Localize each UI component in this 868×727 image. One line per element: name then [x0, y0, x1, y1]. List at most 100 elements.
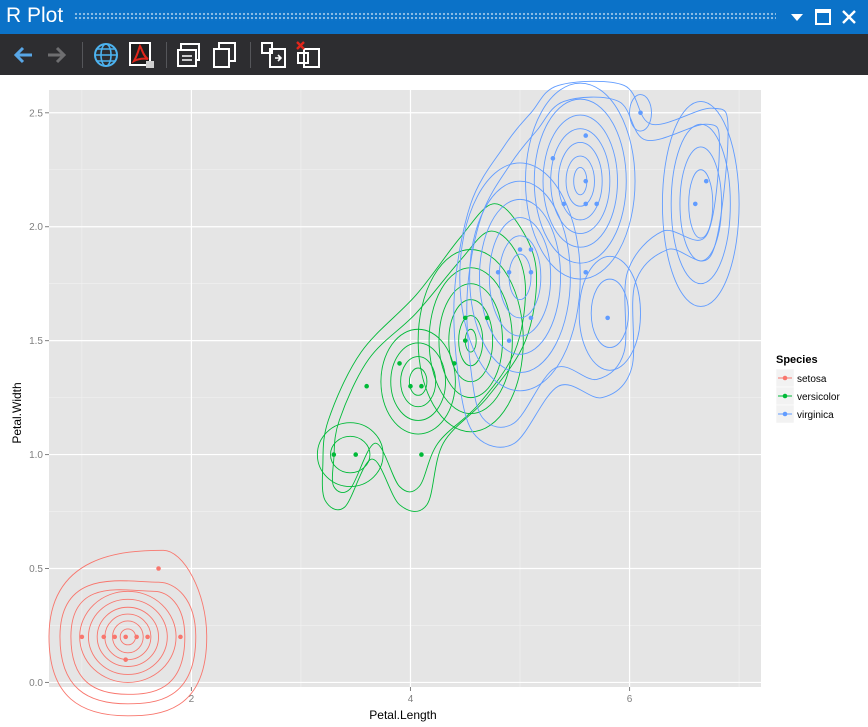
virginica-point — [583, 133, 589, 138]
versicolor-point — [353, 452, 359, 457]
web-browser-icon[interactable] — [91, 40, 121, 70]
virginica-density-contour — [565, 155, 595, 207]
y-tick-label: 1.0 — [29, 450, 43, 461]
major-gridlines — [49, 90, 761, 687]
virginica-density-contour — [508, 253, 532, 301]
versicolor-point — [462, 338, 468, 343]
setosa-point — [101, 634, 107, 640]
virginica-density-contour — [542, 114, 618, 248]
virginica-density-contour — [469, 180, 571, 373]
virginica-point — [594, 201, 599, 207]
virginica-point — [550, 156, 556, 161]
axes: 2 4 6 0.0 0.5 1.0 1.5 2.0 2.5 — [29, 108, 633, 705]
legend-key-point — [782, 393, 788, 399]
export-to-image-icon[interactable] — [259, 40, 289, 70]
clear-all-plots-icon[interactable] — [294, 40, 324, 70]
versicolor-point — [484, 315, 490, 321]
maximize-icon[interactable] — [812, 6, 834, 28]
y-tick-label: 2.5 — [29, 108, 43, 119]
legend: Species setosa versicolor virginica — [775, 354, 840, 424]
virginica-density-contour — [679, 146, 723, 262]
legend-label-versicolor: versicolor — [797, 392, 840, 403]
virginica-point — [583, 201, 589, 207]
versicolor-density-contour — [428, 267, 513, 415]
toolbar-separator — [82, 42, 83, 68]
plot-panel — [49, 90, 761, 687]
setosa-point — [112, 634, 118, 640]
virginica-density-contour — [661, 100, 740, 307]
versicolor-point — [419, 383, 424, 389]
virginica-point — [605, 315, 610, 321]
versicolor-point — [364, 383, 369, 389]
virginica-point — [703, 178, 709, 184]
legend-title: Species — [776, 354, 818, 366]
legend-label-virginica: virginica — [797, 410, 834, 421]
virginica-point — [506, 269, 512, 275]
versicolor-density-contour — [316, 422, 384, 487]
setosa-density-contour — [96, 606, 159, 667]
versicolor-density-contour — [330, 435, 371, 474]
plot-area: 2 4 6 0.0 0.5 1.0 1.5 2.0 2.5 Petal.Length Petal… — [0, 75, 868, 727]
toolbar-separator — [166, 42, 167, 68]
setosa-point — [178, 634, 183, 640]
y-axis-title: Petal.Width — [10, 382, 24, 443]
x-tick-label: 2 — [189, 694, 195, 705]
virginica-density-contour — [557, 141, 603, 221]
setosa-point — [145, 634, 150, 640]
y-tick-label: 2.0 — [29, 222, 43, 233]
virginica-density-contour — [578, 255, 641, 371]
setosa-point — [156, 566, 161, 571]
versicolor-point — [397, 361, 402, 366]
setosa-density-contour — [87, 598, 168, 675]
setosa-density-contour — [59, 580, 197, 705]
setosa-point — [79, 634, 85, 640]
virginica-density-contour — [590, 278, 629, 348]
x-tick-label: 6 — [627, 694, 633, 705]
legend-label-setosa: setosa — [797, 374, 827, 385]
versicolor-density-contour — [438, 283, 503, 399]
virginica-density-contour — [466, 96, 720, 428]
close-icon[interactable] — [838, 6, 860, 28]
versicolor-point — [451, 361, 457, 366]
dropdown-arrow-icon[interactable] — [786, 6, 808, 28]
setosa-point — [134, 634, 139, 640]
virginica-density-contour — [459, 162, 581, 392]
pdf-export-icon[interactable] — [126, 40, 156, 70]
toolbar-separator — [250, 42, 251, 68]
virginica-point — [638, 110, 643, 116]
setosa-point — [123, 634, 128, 640]
virginica-density-contour — [688, 169, 714, 239]
back-icon[interactable] — [8, 40, 38, 70]
window-titlebar[interactable]: R Plot — [0, 0, 868, 34]
x-axis-title: Petal.Length — [369, 708, 436, 722]
copy-as-bitmap-icon[interactable] — [175, 40, 205, 70]
versicolor-density-contour — [400, 356, 437, 408]
y-tick-label: 1.5 — [29, 336, 43, 347]
virginica-point — [583, 178, 589, 184]
setosa-point — [123, 657, 128, 662]
versicolor-density-contour — [417, 249, 524, 433]
virginica-density-contour — [550, 128, 611, 235]
virginica-point — [583, 269, 589, 275]
versicolor-density-contour — [331, 230, 526, 493]
virginica-point — [528, 247, 534, 252]
virginica-density-contour — [498, 235, 542, 319]
virginica-density-contour — [488, 217, 552, 337]
forward-icon[interactable] — [42, 40, 72, 70]
virginica-point — [528, 315, 534, 321]
versicolor-point — [331, 452, 337, 457]
virginica-point — [692, 201, 698, 207]
legend-key-point — [782, 375, 788, 381]
plot-toolbar — [0, 34, 868, 75]
y-tick-label: 0.5 — [29, 564, 43, 575]
virginica-point — [528, 269, 534, 275]
titlebar-drag-grip[interactable] — [74, 12, 776, 21]
virginica-density-contour — [479, 198, 561, 355]
setosa-density-contour — [48, 549, 208, 717]
legend-key-point — [782, 411, 788, 417]
x-tick-label: 4 — [408, 694, 414, 705]
virginica-point — [495, 269, 501, 275]
versicolor-point — [419, 452, 424, 457]
copy-as-metafile-icon[interactable] — [210, 40, 240, 70]
setosa-density-contour — [70, 589, 186, 695]
